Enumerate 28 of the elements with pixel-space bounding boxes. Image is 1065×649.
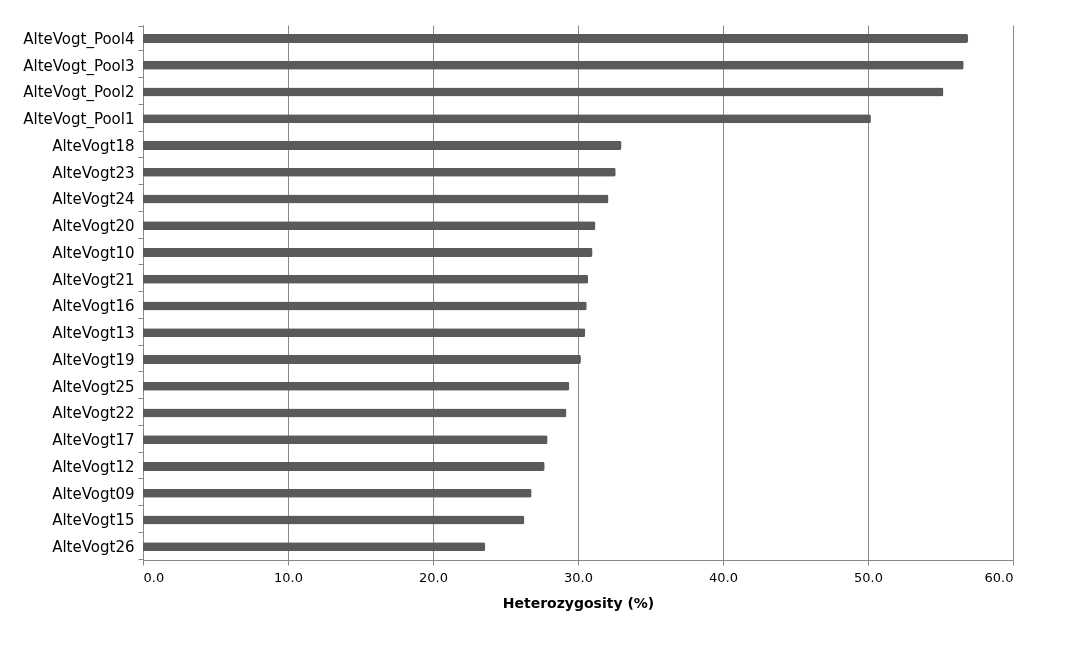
y-tick-label: AlteVogt10 <box>52 243 135 262</box>
y-tick-label: AlteVogt24 <box>52 190 135 209</box>
x-axis-title: Heterozygosity (%) <box>502 594 655 611</box>
y-tick-label: AlteVogt12 <box>52 457 135 476</box>
x-tick-label: 0.0 <box>143 569 165 585</box>
y-tick-label: AlteVogt22 <box>52 404 135 423</box>
y-tick-label: AlteVogt18 <box>52 136 135 155</box>
x-tick-label: 50.0 <box>854 569 883 585</box>
x-tick-label: 10.0 <box>274 569 303 585</box>
y-tick-label: AlteVogt13 <box>52 324 135 343</box>
y-tick-label: AlteVogt19 <box>52 350 135 369</box>
y-tick-label: AlteVogt23 <box>52 163 135 182</box>
x-tick-label: 40.0 <box>709 569 738 585</box>
y-tick-label: AlteVogt25 <box>52 377 135 396</box>
y-tick-label: AlteVogt21 <box>52 270 135 289</box>
x-tick-label: 60.0 <box>984 569 1014 585</box>
y-tick-label: AlteVogt_Pool4 <box>23 29 135 49</box>
x-tick-label: 30.0 <box>564 569 593 585</box>
y-tick-label: AlteVogt_Pool3 <box>23 56 135 76</box>
y-tick-label: AlteVogt_Pool1 <box>23 110 135 130</box>
y-tick-label: AlteVogt26 <box>52 538 135 557</box>
y-tick-label: AlteVogt_Pool2 <box>23 83 135 103</box>
y-tick-label: AlteVogt20 <box>52 217 135 236</box>
y-tick-label: AlteVogt16 <box>52 297 135 316</box>
y-tick-label: AlteVogt17 <box>52 431 135 450</box>
y-tick-label: AlteVogt09 <box>52 484 135 503</box>
y-tick-label: AlteVogt15 <box>52 511 135 530</box>
x-tick-label: 20.0 <box>419 569 448 585</box>
